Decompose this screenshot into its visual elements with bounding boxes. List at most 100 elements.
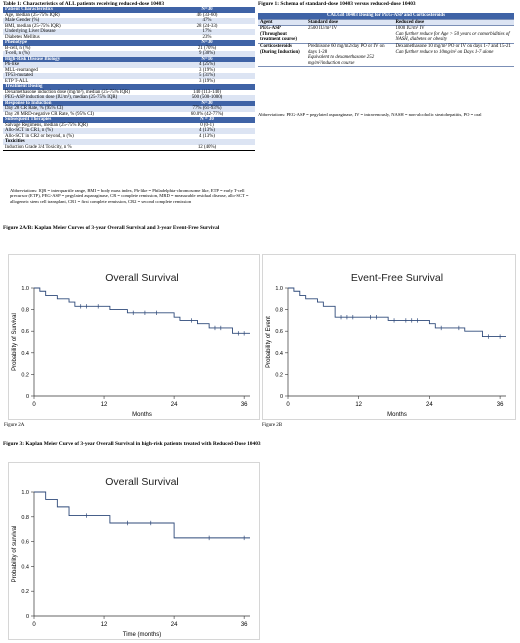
figure1-abbreviations: Abbreviations: PEG-ASP = pegylated aspar… bbox=[258, 112, 482, 117]
table1-abbreviations: Abbreviations: IQR = interquartile range… bbox=[10, 188, 249, 204]
row-label: Subsequent Therapies bbox=[3, 117, 159, 123]
row-value: 12 (40%) bbox=[159, 144, 255, 151]
row-value: 5 (31%) bbox=[159, 73, 255, 79]
row-label: Male Gender (%) bbox=[3, 18, 159, 24]
agent-corticosteroids: Corticosteroids (During Induction) bbox=[258, 43, 306, 68]
row-value bbox=[159, 139, 255, 145]
row-value: 4 (13%) bbox=[199, 133, 215, 139]
row-label: Treatment Dosing bbox=[3, 84, 159, 90]
x-tick-label: 24 bbox=[171, 402, 178, 408]
row-label: TP53-mutated bbox=[3, 73, 159, 79]
y-tick-label: 1.0 bbox=[21, 286, 29, 292]
section-header-row: Phenotype N=30 bbox=[3, 40, 255, 46]
table-row: T-cell, n (%) 9 (30%) bbox=[3, 51, 255, 57]
chart-overall-survival: Overall Survival 0 0.2 0.4 0.6 0.8 1.0 0 12 24 36 M… bbox=[8, 254, 260, 420]
x-tick-label: 36 bbox=[241, 402, 248, 408]
figure2b-label: Figure 2B bbox=[262, 423, 283, 428]
row-value: 3 (19%) bbox=[199, 78, 215, 84]
row-label: Toxicities bbox=[3, 139, 159, 145]
row-value: 9 (30%) bbox=[159, 51, 255, 57]
row-value: 4 (13%) bbox=[159, 128, 255, 134]
row-label: Salvage Regimens, median (25-75% IQR) bbox=[5, 122, 88, 128]
y-tick-label: 0.4 bbox=[21, 351, 29, 357]
row-value bbox=[159, 84, 255, 90]
y-tick-label: 1.0 bbox=[21, 490, 29, 496]
table-row: MLL-rearranged 3 (19%) bbox=[3, 68, 255, 74]
dosing-table-header: CALGB 10403 Dosing for PEG-ASP and Corti… bbox=[258, 13, 514, 20]
survival-curve bbox=[34, 287, 250, 334]
row-label: Allo-SCT in CR1, n (%) bbox=[3, 128, 159, 134]
row-label: Day 28 MRD-negative CR Rate, % (95% CI) bbox=[5, 111, 94, 117]
row-value: N=30 bbox=[159, 40, 255, 46]
row-value: 0 (0-1) bbox=[200, 122, 214, 128]
table-row: B-cell, n (%) 21 (70%) bbox=[3, 46, 255, 52]
chart-frame bbox=[8, 254, 260, 420]
row-value: 77% (61-93%) bbox=[159, 106, 255, 112]
y-tick-label: 0.6 bbox=[21, 540, 29, 546]
x-tick-label: 12 bbox=[355, 402, 362, 408]
row-value: 28 (24-33) bbox=[196, 23, 218, 29]
x-axis-label: Time (months) bbox=[123, 632, 161, 638]
y-tick-label: 0 bbox=[26, 394, 29, 400]
figure1-caption: Figure 1: Schema of standard-dose 10403 … bbox=[258, 1, 416, 7]
y-axis-label: Probability of Event bbox=[266, 316, 272, 368]
section-header-row: Response to Induction N=30 bbox=[3, 100, 255, 106]
row-value: 21 (70%) bbox=[197, 45, 217, 51]
y-tick-label: 0.8 bbox=[21, 515, 29, 521]
x-tick-label: 0 bbox=[286, 402, 290, 408]
table-row: Toxicities bbox=[3, 139, 255, 145]
row-label: BMI, median (25-75% IQR) bbox=[5, 23, 61, 29]
x-axis-label: Months bbox=[132, 412, 152, 418]
table1-caption: Table 1: Characteristics of ALL patients… bbox=[3, 1, 165, 7]
row-value: 46 (33-60) bbox=[196, 12, 218, 18]
row-value: 500 (500-1000) bbox=[159, 95, 255, 101]
row-label: MLL-rearranged bbox=[5, 67, 38, 73]
y-tick-label: 1.0 bbox=[275, 286, 283, 292]
x-tick-label: 24 bbox=[171, 622, 178, 628]
table-row: Allo-SCT in CR1, n (%) 4 (13%) bbox=[3, 128, 255, 134]
x-tick-label: 12 bbox=[101, 402, 108, 408]
section-header-row: Treatment Dosing bbox=[3, 84, 255, 90]
row-label: Dexamethasone induction dose (mg/m²), me… bbox=[5, 89, 130, 95]
y-tick-label: 0.4 bbox=[275, 351, 283, 357]
row-label: PEG-ASP induction dose (IU/m²), median (… bbox=[3, 95, 159, 101]
row-value: 47% bbox=[159, 18, 255, 24]
x-axis-label: Months bbox=[387, 412, 407, 418]
y-tick-label: 0.6 bbox=[21, 329, 29, 335]
figure2-caption: Figure 2A/B: Kaplan Meier Curves of 3-ye… bbox=[3, 225, 220, 231]
col-agent: Agent bbox=[258, 19, 306, 27]
table-row: PEG-ASP induction dose (IU/m²), median (… bbox=[3, 95, 255, 101]
row-label: B-cell, n (%) bbox=[5, 45, 31, 51]
row-label: Underlying Liver Disease bbox=[3, 29, 159, 35]
table-row: Age, median (25-75% IQR) 46 (33-60) bbox=[3, 13, 255, 19]
table-row: ETP T-ALL 3 (19%) bbox=[3, 79, 255, 85]
x-tick-label: 36 bbox=[241, 622, 248, 628]
row-value: N=30 bbox=[159, 100, 255, 106]
table-row: BMI, median (25-75% IQR) 28 (24-33) bbox=[3, 24, 255, 30]
section-header-row: High-Risk Disease Biology N=16 bbox=[3, 56, 255, 62]
row-label: Age, median (25-75% IQR) bbox=[5, 12, 60, 18]
agent-pegasp: PEG-ASP (Throughout treatment course) bbox=[258, 25, 306, 44]
y-axis-label: Probability of Survival bbox=[12, 313, 18, 371]
x-tick-label: 24 bbox=[426, 402, 433, 408]
chart-frame bbox=[8, 462, 260, 640]
y-tick-label: 0.2 bbox=[275, 372, 283, 378]
table-row: Dexamethasone induction dose (mg/m²), me… bbox=[3, 90, 255, 96]
row-value: 17% bbox=[159, 29, 255, 35]
table-row: Diabetes Mellitus 23% bbox=[3, 35, 255, 41]
row-label: Phenotype bbox=[3, 40, 159, 46]
row-value: N=30 bbox=[159, 7, 255, 13]
chart-title: Event-Free Survival bbox=[351, 272, 443, 284]
row-label: Day 28 CR Rate, % (95% CI) bbox=[3, 106, 159, 112]
y-axis-label: Probability of survival bbox=[12, 526, 18, 583]
chart-title: Overall Survival bbox=[105, 272, 179, 284]
survival-curve bbox=[34, 491, 250, 539]
table-row: Male Gender (%) 47% bbox=[3, 18, 255, 24]
section-header-row: Patient Characteristics N=30 bbox=[3, 7, 255, 13]
chart-high-risk-overall-survival: Overall Survival 0 0.2 0.4 0.6 0.8 1.0 0 12 24 36 T… bbox=[8, 462, 260, 640]
row-value: 4 (25%) bbox=[159, 62, 255, 68]
figure2a-label: Figure 2A bbox=[4, 423, 25, 428]
section-header-row: Subsequent Therapies N = 30 bbox=[3, 117, 255, 123]
row-value: 3 (19%) bbox=[199, 67, 215, 73]
chart-frame bbox=[262, 254, 516, 420]
